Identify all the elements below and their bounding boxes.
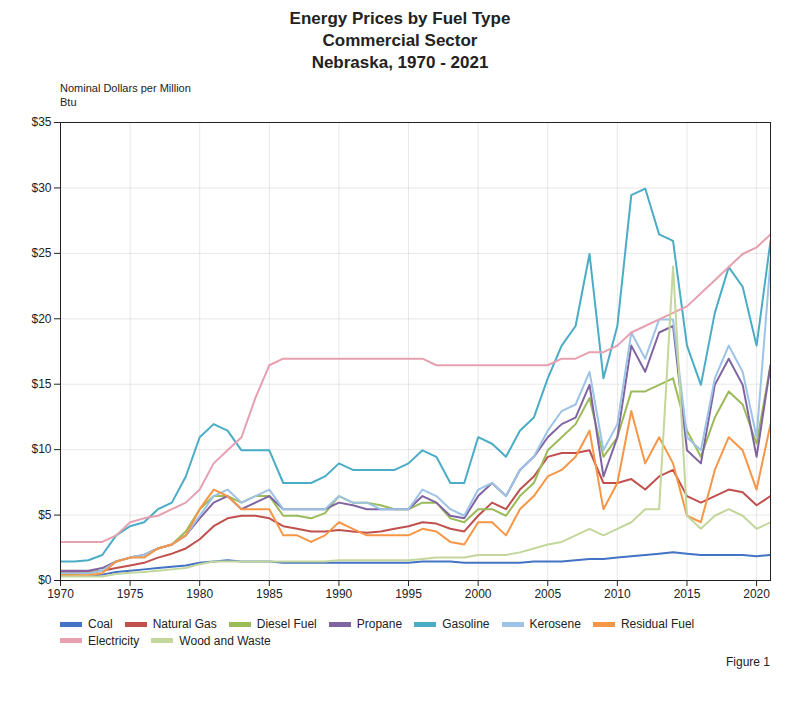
svg-text:2020: 2020 xyxy=(743,587,770,601)
html-text:Coal: Coal xyxy=(88,617,113,631)
svg-text:2000: 2000 xyxy=(465,587,492,601)
svg-text:$5: $5 xyxy=(38,508,52,522)
svg-text:$30: $30 xyxy=(31,181,51,195)
html-text:Gasoline: Gasoline xyxy=(442,617,490,631)
svg-text:1990: 1990 xyxy=(326,587,353,601)
svg-text:$15: $15 xyxy=(31,377,51,391)
html-text:Figure 1: Figure 1 xyxy=(726,654,770,669)
html-text:Residual Fuel: Residual Fuel xyxy=(620,617,695,631)
svg-text:1975: 1975 xyxy=(117,587,144,601)
svg-text:1995: 1995 xyxy=(395,587,422,601)
html-text:Btu: Btu xyxy=(60,96,77,108)
html-text:Nominal Dollars per Million: Nominal Dollars per Million xyxy=(60,82,191,95)
html-text:Wood and Waste: Wood and Waste xyxy=(179,633,271,648)
svg-text:2010: 2010 xyxy=(604,587,631,601)
html-text:Kerosene: Kerosene xyxy=(529,617,581,631)
svg-text:1985: 1985 xyxy=(256,587,283,601)
html-text:Energy Prices by Fuel Type: Energy Prices by Fuel Type xyxy=(289,9,511,28)
svg-text:$20: $20 xyxy=(31,311,51,325)
svg-text:$25: $25 xyxy=(31,246,51,260)
html-text:Diesel Fuel: Diesel Fuel xyxy=(256,617,317,631)
svg-text:2015: 2015 xyxy=(674,587,701,601)
svg-text:$0: $0 xyxy=(38,573,52,587)
html-text:Electricity: Electricity xyxy=(88,633,140,648)
html-text:Commercial Sector: Commercial Sector xyxy=(322,31,478,51)
html-text:Natural Gas: Natural Gas xyxy=(152,617,217,631)
svg-text:1970: 1970 xyxy=(47,587,74,601)
svg-text:$10: $10 xyxy=(31,442,51,456)
svg-text:1980: 1980 xyxy=(186,587,213,601)
svg-text:2005: 2005 xyxy=(534,587,561,601)
svg-text:$35: $35 xyxy=(31,115,51,129)
html-text:Nebraska, 1970 - 2021: Nebraska, 1970 - 2021 xyxy=(311,53,489,73)
html-text:Propane: Propane xyxy=(356,617,403,631)
